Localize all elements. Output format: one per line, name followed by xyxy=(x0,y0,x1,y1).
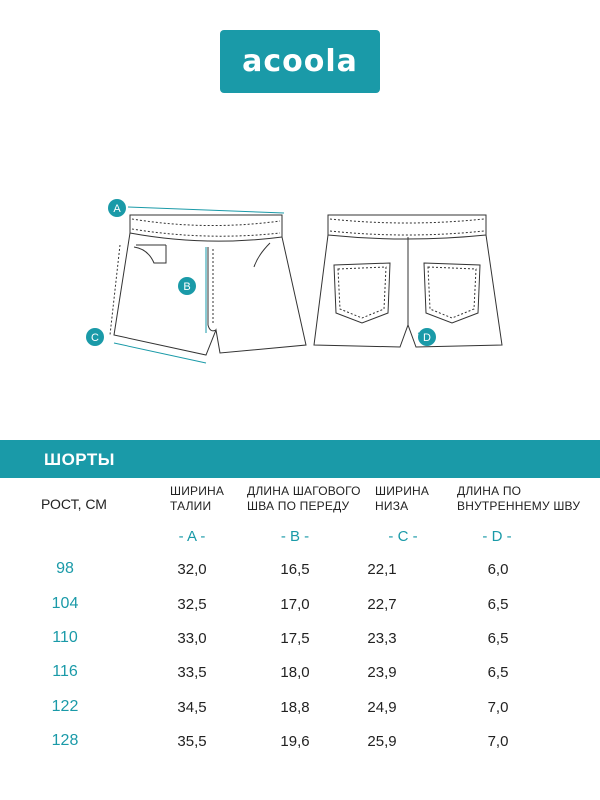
measure-lines xyxy=(113,206,425,364)
col-header-inseam: ДЛИНА ПО ВНУТРЕННЕМУ ШВУ xyxy=(457,484,580,514)
section-banner xyxy=(0,440,600,478)
col-header-line: ДЛИНА ПО xyxy=(457,484,522,498)
table-cell: 23,3 xyxy=(367,630,397,647)
row-height-label: 98 xyxy=(56,560,74,577)
table-cell: 25,9 xyxy=(367,733,397,750)
col-header-line: НИЗА xyxy=(375,499,409,513)
measure-mark-d-label: D xyxy=(423,332,431,344)
table-cell: 33,5 xyxy=(177,664,207,681)
table-cell: 6,5 xyxy=(487,596,509,613)
table-cell: 35,5 xyxy=(177,733,207,750)
col-header-waist: ШИРИНА ТАЛИИ xyxy=(170,484,224,514)
measure-mark-c-label: C xyxy=(91,332,99,344)
measure-mark-a: A xyxy=(108,199,126,217)
shorts-diagram: A B C D xyxy=(86,199,503,364)
table-cell: 6,5 xyxy=(487,664,509,681)
col-mark-a: - A - xyxy=(178,528,206,545)
section-title: ШОРТЫ xyxy=(44,450,115,469)
row-height-label: 116 xyxy=(52,663,78,680)
row-header-label: РОСТ, СМ xyxy=(41,496,107,512)
table-cell: 18,8 xyxy=(280,699,310,716)
brand-logo-text: acoola xyxy=(242,44,358,79)
table-cell: 32,0 xyxy=(177,561,207,578)
table-cell: 17,5 xyxy=(280,630,310,647)
table-cell: 6,5 xyxy=(487,630,509,647)
col-mark-c: - C - xyxy=(388,528,418,545)
shorts-front-view xyxy=(109,214,307,356)
col-header-line: ТАЛИИ xyxy=(170,499,212,513)
table-cell: 6,0 xyxy=(487,561,509,578)
col-header-line: ВНУТРЕННЕМУ ШВУ xyxy=(457,499,581,513)
col-mark-d: - D - xyxy=(482,528,512,545)
measure-mark-b-label: B xyxy=(183,281,190,293)
table-cell: 32,5 xyxy=(177,596,207,613)
brand-logo: acoola xyxy=(220,30,380,93)
row-height-label: 122 xyxy=(51,698,79,715)
table-cell: 18,0 xyxy=(280,664,310,681)
row-height-label: 110 xyxy=(52,629,78,646)
table-cell: 19,6 xyxy=(280,733,310,750)
shorts-back-view xyxy=(313,214,503,348)
measure-mark-c: C xyxy=(86,328,104,346)
measure-mark-d: D xyxy=(418,328,436,346)
table-cell: 23,9 xyxy=(367,664,397,681)
row-height-label: 104 xyxy=(51,595,79,612)
table-cell: 7,0 xyxy=(487,733,509,750)
measure-mark-b: B xyxy=(178,277,196,295)
col-mark-b: - B - xyxy=(280,528,310,545)
col-header-line: ШИРИНА xyxy=(170,484,225,498)
row-height-label: 128 xyxy=(51,732,79,749)
table-cell: 7,0 xyxy=(487,699,509,716)
col-header-front-rise: ДЛИНА ШАГОВОГО ШВА ПО ПЕРЕДУ xyxy=(247,484,361,514)
col-header-line: ШВА ПО ПЕРЕДУ xyxy=(247,499,350,513)
table-cell: 22,1 xyxy=(367,561,397,578)
col-header-hem: ШИРИНА НИЗА xyxy=(375,484,429,514)
col-header-line: ДЛИНА ШАГОВОГО xyxy=(247,484,361,498)
table-cell: 24,9 xyxy=(367,699,397,716)
table-cell: 33,0 xyxy=(177,630,207,647)
measure-mark-a-label: A xyxy=(113,203,121,215)
col-header-line: ШИРИНА xyxy=(375,484,430,498)
table-cell: 16,5 xyxy=(280,561,310,578)
table-cell: 17,0 xyxy=(280,596,310,613)
table-cell: 22,7 xyxy=(367,596,397,613)
table-cell: 34,5 xyxy=(177,699,207,716)
